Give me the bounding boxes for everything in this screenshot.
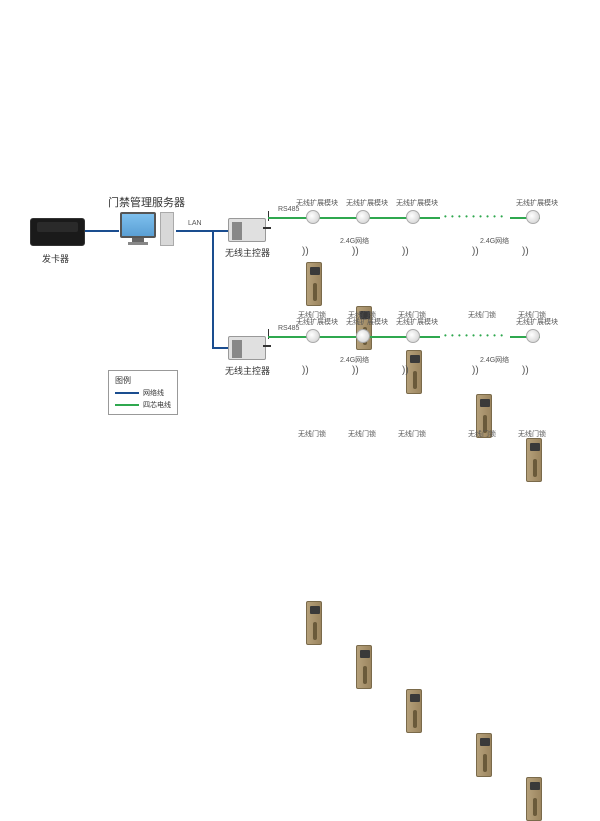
wave-icon: )) — [352, 246, 359, 257]
continuation-dots: • • • • • • • • • — [444, 331, 504, 340]
legend-net-label: 网络线 — [143, 388, 164, 398]
lan-label: LAN — [188, 220, 202, 227]
sensor-icon — [526, 210, 540, 224]
controller-label: 无线主控器 — [225, 246, 270, 259]
net-line — [85, 230, 119, 232]
sensor-label: 无线扩展模块 — [516, 198, 558, 208]
card-reader-icon — [30, 218, 85, 246]
wave-icon: )) — [352, 365, 359, 376]
lock-icon — [306, 601, 322, 645]
sensor-label: 无线扩展模块 — [396, 317, 438, 327]
lock-icon — [356, 645, 372, 689]
legend-row: 网络线 — [115, 388, 171, 398]
lock-icon — [406, 689, 422, 733]
lock-label: 无线门锁 — [398, 429, 426, 439]
sensor-icon — [356, 329, 370, 343]
wave-icon: )) — [402, 246, 409, 257]
lock-label: 无线门锁 — [298, 429, 326, 439]
sensor-label: 无线扩展模块 — [516, 317, 558, 327]
net-line — [176, 230, 212, 232]
net-line — [212, 230, 228, 232]
wave-icon: )) — [472, 246, 479, 257]
sensor-icon — [356, 210, 370, 224]
sensor-icon — [406, 210, 420, 224]
diagram-canvas: 发卡器 门禁管理服务器 LAN 无线主控器 无线主控器 RS485 • • • … — [0, 0, 600, 600]
sensor-icon — [306, 210, 320, 224]
wave-icon: )) — [522, 246, 529, 257]
wave-icon: )) — [302, 365, 309, 376]
wave-icon: )) — [522, 365, 529, 376]
continuation-dots: • • • • • • • • • — [444, 212, 504, 221]
server-pc-icon — [120, 212, 156, 238]
lock-icon — [476, 733, 492, 777]
legend-line-icon — [115, 404, 139, 406]
sensor-label: 无线扩展模块 — [296, 198, 338, 208]
legend-line-icon — [115, 392, 139, 394]
lock-icon — [526, 438, 542, 482]
lock-icon — [306, 262, 322, 306]
legend-row: 四芯电线 — [115, 400, 171, 410]
wave-icon: )) — [302, 246, 309, 257]
net24g-label: 2.4G网络 — [480, 355, 509, 365]
card-reader-label: 发卡器 — [42, 252, 69, 265]
sensor-label: 无线扩展模块 — [296, 317, 338, 327]
lock-label: 无线门锁 — [468, 429, 496, 439]
net24g-label: 2.4G网络 — [340, 236, 369, 246]
net24g-label: 2.4G网络 — [480, 236, 509, 246]
sensor-icon — [306, 329, 320, 343]
wave-icon: )) — [472, 365, 479, 376]
sensor-label: 无线扩展模块 — [396, 198, 438, 208]
lock-icon — [526, 777, 542, 821]
legend-box: 图例 网络线 四芯电线 — [108, 370, 178, 415]
sensor-icon — [406, 329, 420, 343]
lock-label: 无线门锁 — [468, 310, 496, 320]
server-title: 门禁管理服务器 — [108, 194, 185, 210]
legend-title: 图例 — [115, 375, 171, 386]
net-line — [212, 347, 228, 349]
sensor-label: 无线扩展模块 — [346, 317, 388, 327]
net-line — [212, 230, 214, 348]
lock-label: 无线门锁 — [518, 429, 546, 439]
wave-icon: )) — [402, 365, 409, 376]
legend-cable-label: 四芯电线 — [143, 400, 171, 410]
wireless-controller-icon — [228, 218, 266, 242]
controller-label: 无线主控器 — [225, 364, 270, 377]
wireless-controller-icon — [228, 336, 266, 360]
lock-label: 无线门锁 — [348, 429, 376, 439]
sensor-label: 无线扩展模块 — [346, 198, 388, 208]
net24g-label: 2.4G网络 — [340, 355, 369, 365]
sensor-icon — [526, 329, 540, 343]
